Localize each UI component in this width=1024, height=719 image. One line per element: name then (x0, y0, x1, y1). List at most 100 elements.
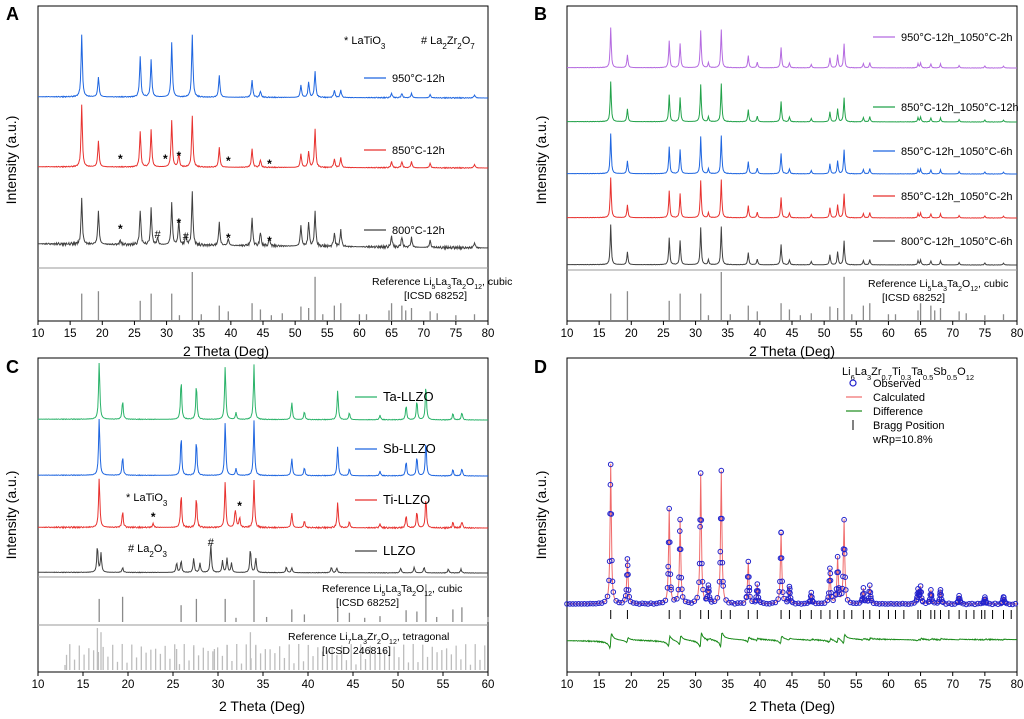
panel-d-observed-point (666, 505, 673, 512)
panel-d-observed-point (824, 597, 831, 604)
panel-d-observed-point (939, 598, 946, 605)
panel-d-observed-point (564, 601, 570, 607)
panel-d-observed-point (775, 596, 782, 602)
panel-d-observed-point (956, 592, 962, 599)
panel-d-observed-point (662, 597, 669, 604)
panel-d-observed-point (778, 529, 784, 536)
panel-c-trace-1 (38, 418, 489, 477)
panel-b-xtick-label: 65 (914, 328, 927, 340)
panel-d-observed-point (688, 600, 695, 606)
panel-d-observed-point (788, 598, 795, 604)
panel-b-frame (566, 5, 1018, 322)
panel-d-observed-point (766, 601, 773, 607)
panel-d-observed-point (810, 598, 816, 605)
panel-d-observed-point (760, 600, 767, 606)
panel-d-observed-point (705, 582, 712, 589)
panel-b-series-0-legend-label: 950°C-12h_1050°C-2h (901, 32, 1013, 44)
panel-b-series-4-legend-label: 800°C-12h_1050°C-6h (901, 236, 1013, 248)
panel-d-observed-point (645, 601, 651, 607)
panel-b-series-3-legend-label: 850°C-12h_1050°C-2h (901, 191, 1013, 203)
panel-d-observed-point (860, 585, 867, 591)
panel-b-xtick-label: 75 (978, 328, 991, 340)
panel-c-xtick-label: 15 (77, 679, 90, 691)
panel-d-observed-point (756, 597, 762, 604)
panel-d-observed-point (665, 563, 672, 570)
panel-a-xtick-label: 50 (289, 328, 302, 340)
panel-b-series-2-legend-label: 850°C-12h_1050°C-6h (901, 146, 1013, 158)
panel-d-observed-point (958, 599, 964, 606)
panel-d-observed-point (983, 600, 990, 606)
panel-d-observed-point (853, 600, 860, 607)
panel-d-observed-point (581, 601, 588, 607)
panel-a-xtick-label: 40 (224, 328, 237, 340)
panel-d-observed-point (596, 600, 602, 607)
panel-c-trace-3 (38, 544, 488, 574)
panel-d-xtick-label: 70 (946, 679, 959, 691)
panel-b-ref-icsd: [ICSD 68252] (882, 292, 945, 304)
panel-d-observed-point (696, 560, 703, 567)
panel-d-observed-point (682, 598, 689, 605)
panel-d-observed-point (894, 601, 900, 607)
panel-d-observed-point (1012, 600, 1019, 607)
panel-d-observed-point (746, 587, 753, 594)
panel-d-observed-point (867, 582, 873, 589)
panel-d-observed-point (604, 593, 611, 600)
panel-d-xtick-label: 15 (593, 679, 606, 691)
panel-d-observed-point (867, 589, 874, 596)
panel-d-observed-point (651, 601, 657, 607)
panel-d-observed-point (714, 595, 721, 601)
panel-letter-a: A (6, 4, 19, 24)
panel-d-observed-point (949, 601, 955, 607)
panel-d-observed-point (839, 585, 846, 592)
panel-a-latio3-label: * LaTiO3 (344, 35, 386, 51)
panel-d-observed-point (704, 593, 711, 600)
panel-d-observed-point (625, 587, 632, 593)
panel-d-observed-point (937, 587, 944, 593)
panel-a-xtick-label: 20 (96, 328, 109, 340)
panel-d-observed-point (789, 599, 796, 606)
panel-d-observed-point (718, 467, 725, 474)
panel-d-observed-point (777, 578, 783, 585)
panel-d-observed-point (622, 593, 629, 599)
panel-d-observed-point (587, 600, 593, 607)
panel-d-observed-point (625, 571, 631, 578)
panel-d-observed-point (778, 555, 785, 561)
panel-a-star-800: * (267, 234, 272, 248)
panel-d-observed-point (667, 539, 673, 546)
panel-c-trace-0 (38, 362, 489, 421)
panel-d-observed-point (786, 589, 792, 595)
panel-d-observed-point (841, 546, 848, 553)
panel-d-observed-point (868, 597, 875, 604)
panel-d-xtick-label: 45 (786, 679, 799, 691)
panel-a-la2zr2o7-label: # La2Zr2O7 (421, 35, 475, 51)
panel-d-observed-point (697, 523, 703, 530)
panel-d-observed-point (679, 586, 685, 593)
panel-d-observed-point (917, 583, 924, 589)
panel-d-observed-point (726, 599, 732, 606)
panel-d-observed-point (795, 600, 802, 607)
panel-b-xlabel: 2 Theta (Deg) (749, 343, 835, 359)
panel-d-observed-point (729, 599, 735, 606)
panel-c-la2o3-label: # La2O3 (128, 543, 167, 559)
panel-d-observed-point (674, 596, 680, 602)
panel-c-series-1-legend-label: Sb-LLZO (383, 441, 436, 456)
legend-observed-label: Observed (873, 378, 921, 390)
panel-b-xtick-label: 60 (882, 328, 895, 340)
panel-d-observed-point (833, 592, 839, 598)
panel-c-ylabel: Intensity (a.u.) (3, 471, 19, 560)
panel-d-observed-point (665, 571, 671, 577)
panel-d-observed-point (801, 600, 808, 607)
panel-d-observed-point (946, 600, 952, 607)
panel-c-trace-2 (38, 478, 489, 530)
panel-d-observed-point (992, 600, 998, 607)
panel-d-observed-point (707, 596, 714, 603)
panel-d-observed-point (776, 588, 783, 595)
panel-c-ref-tetragonal-icsd: [ICSD 246816] (322, 645, 391, 657)
panel-d-observed-point (694, 594, 701, 601)
panel-a-trace-2 (37, 191, 489, 251)
panel-d-xtick-label: 40 (753, 679, 766, 691)
panel-d-observed-point (679, 594, 686, 600)
panel-d-observed-point (818, 600, 825, 607)
panel-b-ylabel: Intensity (a.u.) (533, 116, 549, 205)
panel-d-observed-point (578, 601, 585, 607)
